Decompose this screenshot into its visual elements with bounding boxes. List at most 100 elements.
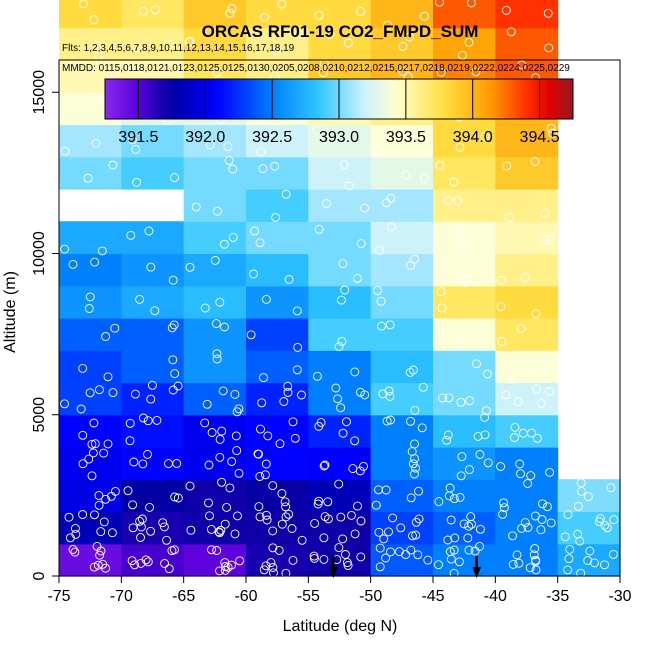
sample-point: [526, 471, 536, 481]
heatmap-cell: [557, 479, 621, 513]
sample-point: [475, 541, 485, 551]
sample-point: [423, 555, 433, 565]
sample-point: [215, 297, 225, 307]
sample-point: [536, 399, 546, 408]
sample-point: [523, 479, 533, 488]
sample-point: [436, 67, 446, 77]
heatmap-cell: [370, 0, 434, 29]
sample-point: [600, 560, 609, 570]
heatmap-cell: [433, 285, 496, 319]
sample-point: [110, 323, 120, 333]
sample-point: [222, 502, 232, 512]
sample-point: [207, 545, 216, 555]
sample-point: [249, 269, 258, 279]
sample-point: [309, 551, 319, 561]
sample-point: [333, 394, 343, 404]
sample-point: [168, 355, 178, 365]
sample-point: [68, 259, 78, 269]
sample-point: [78, 510, 88, 519]
sample-point: [480, 132, 490, 141]
sample-point: [297, 535, 307, 545]
sample-point: [205, 140, 215, 150]
sample-point: [271, 212, 281, 222]
sample-point: [443, 196, 453, 206]
sample-point: [531, 565, 541, 575]
sample-point: [355, 387, 365, 397]
sample-point: [144, 226, 154, 236]
sample-point: [108, 388, 118, 398]
sample-point: [520, 518, 530, 528]
heatmap-cell: [121, 447, 185, 480]
sample-point: [518, 428, 528, 438]
sample-point: [544, 43, 554, 53]
sample-point: [99, 517, 109, 527]
sample-point: [202, 399, 212, 409]
heatmap-cell: [308, 350, 372, 384]
sample-point: [464, 465, 474, 475]
sample-point: [334, 479, 344, 489]
heatmap-cell: [59, 350, 122, 384]
sample-point: [314, 496, 324, 506]
heatmap-cell: [433, 27, 496, 61]
sample-point: [256, 424, 265, 434]
heatmap-cell: [433, 189, 496, 222]
sample-point: [336, 403, 346, 413]
sample-point: [85, 388, 95, 398]
sample-point: [319, 58, 329, 68]
sample-point: [438, 393, 448, 403]
sample-point: [269, 568, 278, 578]
x-axis-label: Latitude (deg N): [283, 618, 398, 635]
sample-point: [261, 294, 271, 304]
sample-point: [463, 533, 473, 543]
heatmap-cell: [121, 318, 185, 351]
heatmap-cell: [370, 479, 434, 513]
sample-point: [338, 428, 348, 438]
sample-point: [103, 372, 113, 382]
heatmap-cell: [246, 0, 309, 29]
sample-point: [83, 173, 93, 183]
sample-point: [360, 390, 370, 400]
heatmap-cell: [308, 318, 372, 351]
sample-point: [334, 342, 344, 352]
sample-point: [529, 550, 539, 560]
heatmap-cell: [495, 318, 559, 351]
sample-point: [434, 497, 444, 507]
sample-point: [130, 389, 140, 399]
sample-point: [444, 393, 454, 403]
sample-point: [255, 512, 265, 522]
sample-point: [576, 486, 586, 496]
sample-point: [609, 515, 619, 525]
sample-point: [172, 459, 182, 468]
sample-point: [259, 373, 268, 383]
heatmap-cell: [308, 156, 372, 190]
sample-point: [132, 42, 142, 52]
sample-point: [225, 8, 235, 18]
sample-point: [89, 418, 99, 428]
sample-point: [231, 431, 241, 441]
sample-point: [457, 50, 467, 60]
sample-point: [128, 523, 138, 533]
sample-point: [510, 422, 520, 432]
sample-point: [64, 512, 74, 522]
sample-point: [398, 66, 408, 76]
sample-point: [466, 0, 476, 8]
sample-point: [70, 547, 80, 557]
sample-point: [344, 181, 354, 191]
sample-point: [205, 511, 214, 521]
sample-point: [323, 497, 333, 507]
y-axis-label: Altitude (m): [2, 271, 19, 353]
sample-point: [464, 545, 474, 555]
sample-point: [94, 491, 104, 500]
sample-point: [254, 449, 263, 459]
sample-point: [228, 232, 238, 242]
sample-point: [212, 354, 222, 364]
sample-point: [256, 147, 266, 157]
y-tick-label: 10000: [31, 231, 48, 276]
sample-point: [546, 518, 556, 528]
heatmap-cell: [495, 189, 559, 222]
sample-point: [360, 203, 369, 213]
sample-point: [472, 359, 481, 369]
sample-point: [456, 471, 466, 481]
heatmap-cell: [370, 189, 434, 222]
sample-point: [458, 241, 468, 250]
